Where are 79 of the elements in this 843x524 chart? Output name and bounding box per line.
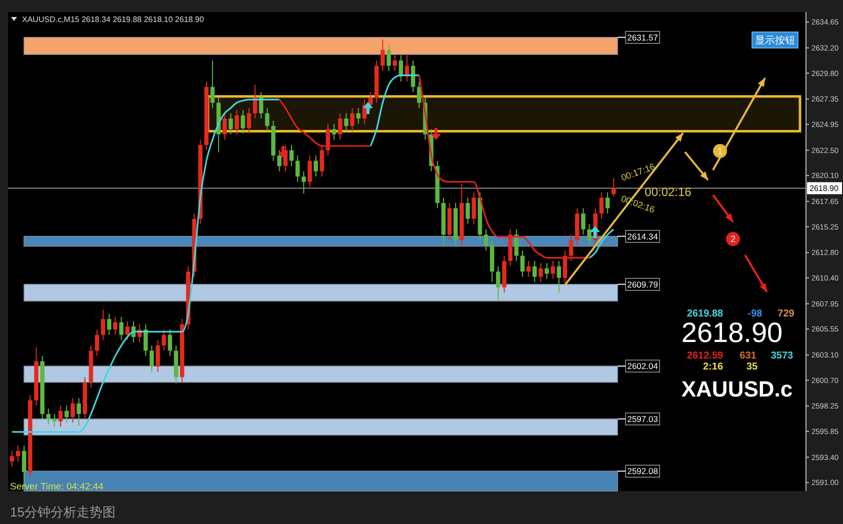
candlestick: [302, 170, 306, 194]
candlestick: [338, 112, 342, 140]
candlestick: [100, 309, 106, 341]
annotation: 2619.88: [686, 308, 724, 320]
candlestick: [581, 208, 586, 236]
candlestick: [228, 112, 233, 135]
annotation: 1: [717, 146, 723, 156]
candlestick: [466, 197, 470, 225]
candlestick: [532, 260, 537, 283]
annotation: 2612.59: [686, 350, 724, 362]
annotation: 2: [730, 234, 736, 244]
candlestick: [222, 112, 227, 140]
candlestick: [538, 262, 543, 283]
candlestick: [587, 224, 592, 246]
candlestick: [234, 110, 239, 135]
band-label: 2592.08: [627, 466, 658, 476]
candlestick: [76, 398, 81, 426]
annotation: XAUUSD.c: [681, 376, 793, 402]
candlestick: [125, 320, 130, 341]
chart-title: XAUUSD.c,M15 2618.34 2619.88 2618.10 2618.90: [22, 14, 204, 24]
candlestick: [144, 324, 148, 356]
candlestick: [107, 313, 112, 336]
candlestick: [265, 108, 270, 132]
candlestick: [240, 110, 246, 134]
candlestick: [417, 81, 422, 109]
band-label: 2631.57: [627, 32, 658, 42]
candlestick: [308, 154, 312, 188]
ref-line-label: 2618.90: [810, 184, 840, 193]
candlestick: [113, 316, 118, 336]
candlestick: [150, 344, 154, 372]
candlestick: [162, 329, 166, 352]
band-label: 2602.04: [627, 361, 658, 372]
candlestick: [119, 316, 124, 341]
band-label: 2597.03: [627, 414, 658, 424]
annotation: 631: [740, 350, 757, 362]
candlestick: [320, 144, 324, 178]
candlestick: [64, 405, 69, 423]
candlestick: [544, 262, 549, 280]
candlestick: [550, 260, 555, 280]
candlestick: [380, 38, 385, 72]
text: 15分钟分析走势图: [10, 504, 116, 520]
candlestick: [210, 60, 215, 109]
annotation: 00:02:16: [644, 185, 692, 200]
candlestick: [46, 408, 51, 426]
annotation: 729: [778, 308, 795, 320]
candlestick: [277, 150, 282, 172]
candlestick: [156, 340, 160, 372]
band-label: 2609.79: [627, 279, 658, 290]
candlestick: [392, 54, 397, 72]
annotation: -98: [748, 308, 763, 320]
candlestick: [605, 192, 610, 214]
candlestick: [484, 228, 488, 251]
candlestick: [259, 92, 264, 120]
candlestick: [58, 405, 63, 428]
annotation: 35: [746, 362, 758, 372]
candlestick: [295, 154, 300, 182]
candlestick: [246, 108, 252, 134]
annotation: 3573: [770, 350, 794, 362]
candlestick: [350, 108, 354, 132]
candlestick: [70, 398, 75, 423]
candlestick: [472, 192, 476, 225]
annotation: 2618.90: [681, 316, 783, 348]
annotation: 2:16: [702, 362, 724, 372]
candlestick: [386, 44, 391, 72]
candlestick: [556, 260, 562, 294]
candlestick: [599, 192, 604, 220]
annotation: Server Time: 04:42:44: [10, 481, 104, 492]
candlestick: [332, 123, 336, 140]
candlestick: [496, 266, 500, 301]
candlestick: [168, 329, 172, 356]
candlestick: [314, 154, 318, 178]
candlestick: [289, 144, 294, 167]
candlestick: [612, 177, 616, 198]
candlestick: [94, 329, 100, 356]
candlestick: [10, 450, 14, 468]
band-label: 2614.34: [627, 231, 658, 242]
candlestick: [520, 250, 525, 278]
annotation: 显示按钮: [755, 34, 795, 46]
candlestick: [344, 112, 348, 132]
